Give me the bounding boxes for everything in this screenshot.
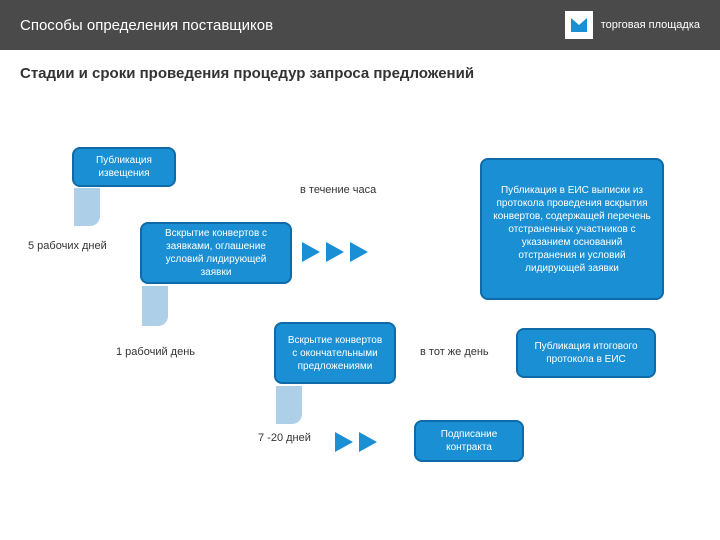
connector-3 [276, 386, 302, 424]
node-sign-contract: Подписание контракта [414, 420, 524, 462]
flow-diagram: Публикация извещения Вскрытие конвертов … [20, 112, 700, 512]
node-eis-extract: Публикация в ЕИС выписки из протокола пр… [480, 158, 664, 300]
node-eis-final: Публикация итогового протокола в ЕИС [516, 328, 656, 378]
brand-logo-icon [565, 11, 593, 39]
arrow-icon [302, 242, 320, 262]
label-same-day: в тот же день [420, 346, 489, 358]
label-5-days: 5 рабочих дней [28, 240, 107, 252]
arrow-icon [359, 432, 377, 452]
arrow-icon [326, 242, 344, 262]
node-open-envelopes-2: Вскрытие конвертов с окончательными пред… [274, 322, 396, 384]
brand-text: торговая площадка [601, 19, 700, 31]
node-open-envelopes-1: Вскрытие конвертов с заявками, оглашение… [140, 222, 292, 284]
header: Способы определения поставщиков торговая… [0, 0, 720, 50]
arrow-icon [335, 432, 353, 452]
label-1-day: 1 рабочий день [116, 346, 195, 358]
page-title: Способы определения поставщиков [20, 17, 273, 34]
content: Стадии и сроки проведения процедур запро… [0, 50, 720, 527]
brand-area: торговая площадка [565, 11, 700, 39]
label-within-hour: в течение часа [300, 184, 376, 196]
arrow-icon [350, 242, 368, 262]
node-publication-notice: Публикация извещения [72, 147, 176, 187]
subtitle: Стадии и сроки проведения процедур запро… [20, 65, 700, 82]
connector-1 [74, 188, 100, 226]
connector-2 [142, 286, 168, 326]
label-7-20-days: 7 -20 дней [258, 432, 311, 444]
